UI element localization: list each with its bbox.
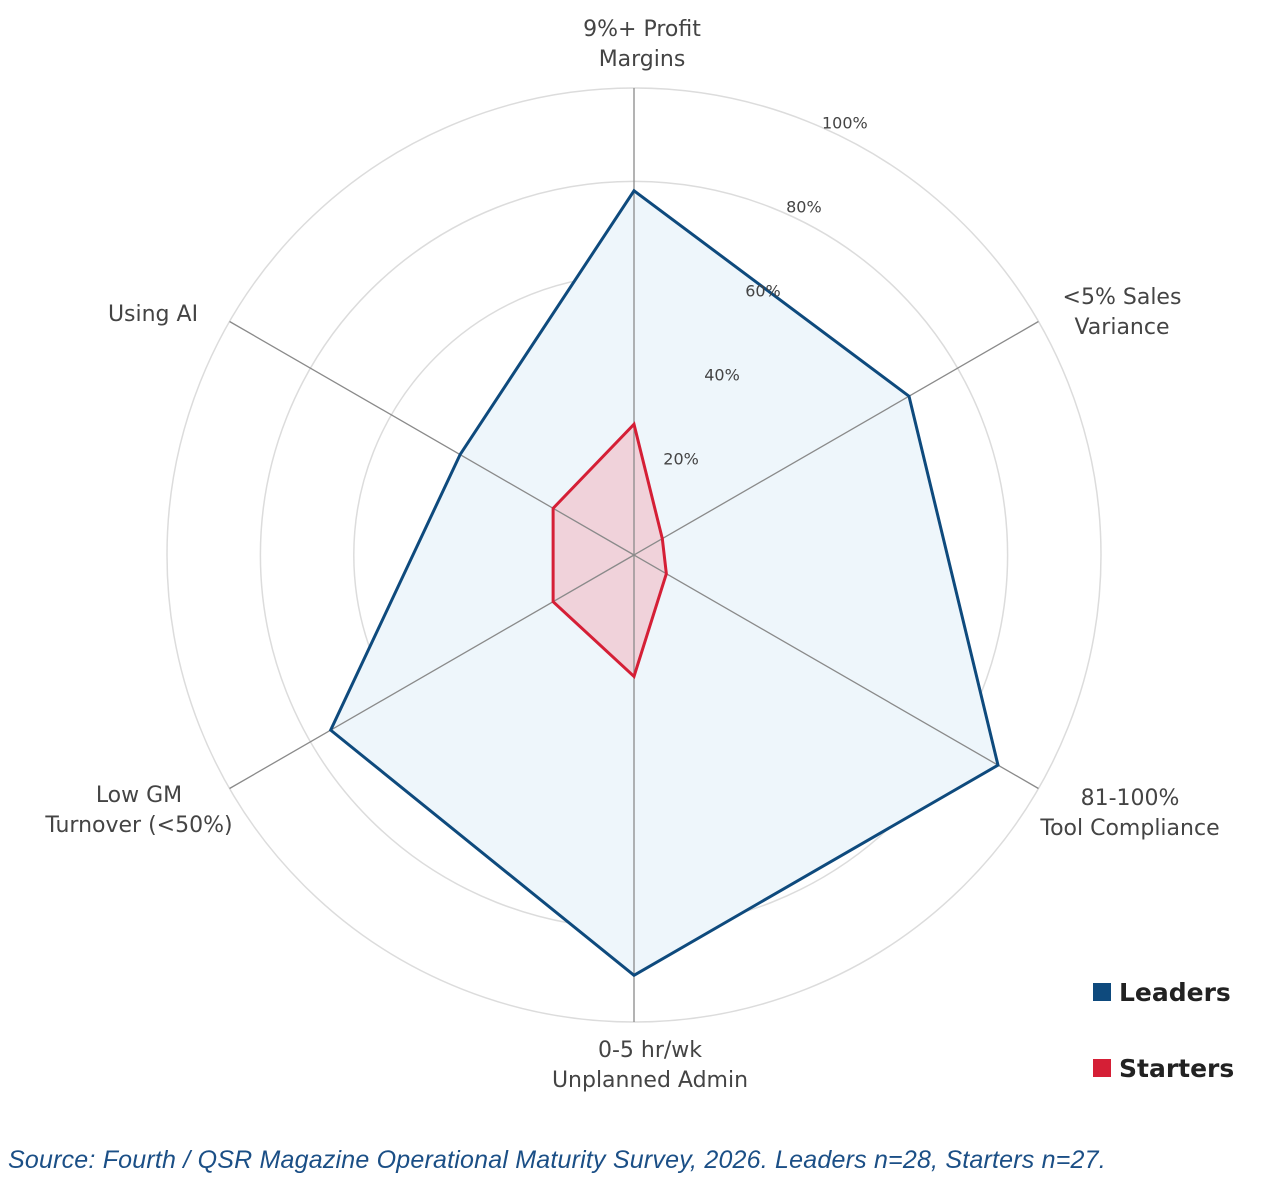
- axis-label: 9%+ Profit: [583, 17, 701, 42]
- axis-label: Turnover (<50%): [44, 813, 232, 838]
- series-line-leaders: [328, 188, 1000, 978]
- tick-label: 100%: [822, 114, 868, 133]
- legend-swatch-starters: [1093, 1059, 1111, 1077]
- legend-label-leaders: Leaders: [1119, 978, 1231, 1007]
- axis-label: Unplanned Admin: [552, 1068, 748, 1093]
- tick-label: 80%: [786, 198, 822, 217]
- axis-spoke: [633, 554, 1039, 790]
- axis-label: <5% Sales: [1063, 285, 1182, 310]
- axis-label: Using AI: [108, 302, 198, 327]
- axis-label: Variance: [1074, 315, 1169, 340]
- axis-spoke: [229, 320, 635, 556]
- tick-label: 60%: [745, 282, 781, 301]
- tick-label: 20%: [663, 449, 699, 468]
- series-fill-starters: [553, 424, 667, 677]
- axis-label: 81-100%: [1081, 786, 1180, 811]
- legend-swatch-leaders: [1093, 983, 1111, 1001]
- axis-label: 0-5 hr/wk: [598, 1038, 702, 1063]
- axis-spoke: [633, 320, 1039, 556]
- axis-label: Low GM: [96, 783, 182, 808]
- axis-spoke: [229, 554, 635, 790]
- legend-label-starters: Starters: [1119, 1054, 1234, 1083]
- source-note: Source: Fourth / QSR Magazine Operationa…: [8, 1146, 1106, 1174]
- series-line-starters: [551, 421, 668, 680]
- tick-label: 40%: [704, 366, 740, 385]
- axis-label: Tool Compliance: [1039, 816, 1219, 841]
- axis-label: Margins: [599, 47, 686, 72]
